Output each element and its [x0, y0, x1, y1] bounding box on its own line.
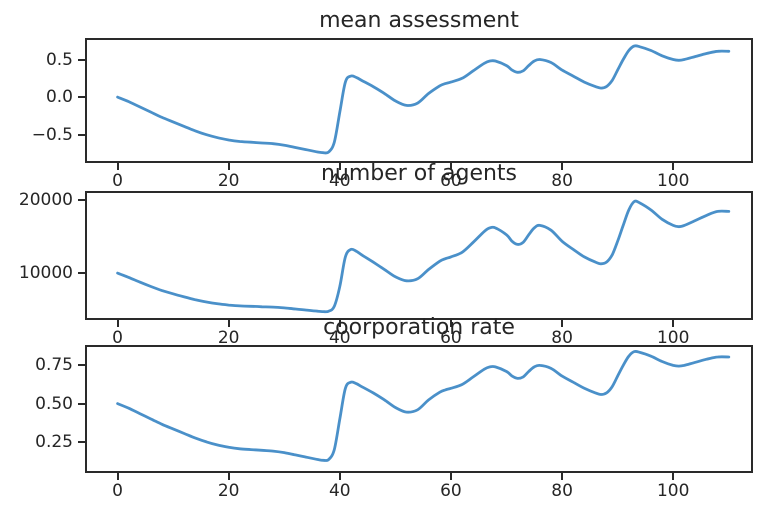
- x-tick: [561, 320, 564, 327]
- x-tick: [449, 473, 452, 480]
- x-tick: [227, 163, 230, 170]
- x-tick-label: 60: [440, 481, 462, 501]
- plot-title-number-of-agents: number of agents: [320, 161, 518, 186]
- y-tick-label: 20000: [18, 189, 73, 210]
- plot2-series-line: [116, 199, 731, 314]
- y-tick: [78, 96, 85, 99]
- x-tick-label: 80: [551, 171, 573, 191]
- plot2-axes: [85, 191, 753, 320]
- plot-title-mean-assessment: mean assessment: [319, 8, 519, 33]
- y-tick: [78, 133, 85, 136]
- plot3-plot-area: [116, 349, 731, 462]
- x-tick-label: 20: [217, 171, 240, 191]
- y-tick: [78, 58, 85, 61]
- x-tick: [116, 473, 119, 480]
- y-tick-label: 0.0: [45, 87, 73, 108]
- x-tick-label: 40: [328, 481, 351, 501]
- x-tick: [227, 473, 230, 480]
- plot3-axes: [85, 345, 753, 473]
- plot-title-coorporation-rate: coorporation rate: [323, 315, 515, 340]
- plot1-series-line: [116, 44, 731, 155]
- y-tick-label: −0.5: [31, 124, 73, 145]
- y-tick: [78, 402, 85, 405]
- y-tick-label: 10000: [18, 263, 73, 284]
- x-tick: [338, 320, 341, 327]
- plot1-plot-area: [116, 44, 731, 155]
- x-tick-label: 40: [328, 328, 351, 348]
- x-tick-label: 20: [217, 328, 240, 348]
- x-tick: [561, 473, 564, 480]
- x-tick-label: 40: [328, 171, 351, 191]
- x-tick-label: 60: [440, 171, 462, 191]
- x-tick: [672, 473, 675, 480]
- x-tick-label: 0: [112, 171, 123, 191]
- y-tick: [78, 440, 85, 443]
- plot3-series-line: [116, 349, 731, 462]
- x-tick: [227, 320, 230, 327]
- x-tick-label: 80: [551, 481, 573, 501]
- x-tick: [449, 163, 452, 170]
- x-tick: [338, 473, 341, 480]
- plot1-axes: [85, 38, 753, 163]
- x-tick: [116, 320, 119, 327]
- x-tick-label: 80: [551, 328, 573, 348]
- x-tick: [449, 320, 452, 327]
- y-tick-label: 0.75: [35, 355, 73, 376]
- x-tick-label: 20: [217, 481, 240, 501]
- x-tick: [561, 163, 564, 170]
- y-tick: [78, 272, 85, 275]
- x-tick: [116, 163, 119, 170]
- x-tick-label: 100: [656, 171, 690, 191]
- y-tick-label: 0.5: [45, 49, 73, 70]
- x-tick: [338, 163, 341, 170]
- x-tick-label: 100: [656, 328, 690, 348]
- y-tick-label: 0.50: [35, 393, 73, 414]
- x-tick-label: 0: [112, 481, 123, 501]
- y-tick: [78, 198, 85, 201]
- x-tick-label: 0: [112, 328, 123, 348]
- x-tick: [672, 163, 675, 170]
- x-tick: [672, 320, 675, 327]
- x-tick-label: 60: [440, 328, 462, 348]
- y-tick: [78, 364, 85, 367]
- plot2-plot-area: [116, 199, 731, 314]
- y-tick-label: 0.25: [35, 431, 73, 452]
- x-tick-label: 100: [656, 481, 690, 501]
